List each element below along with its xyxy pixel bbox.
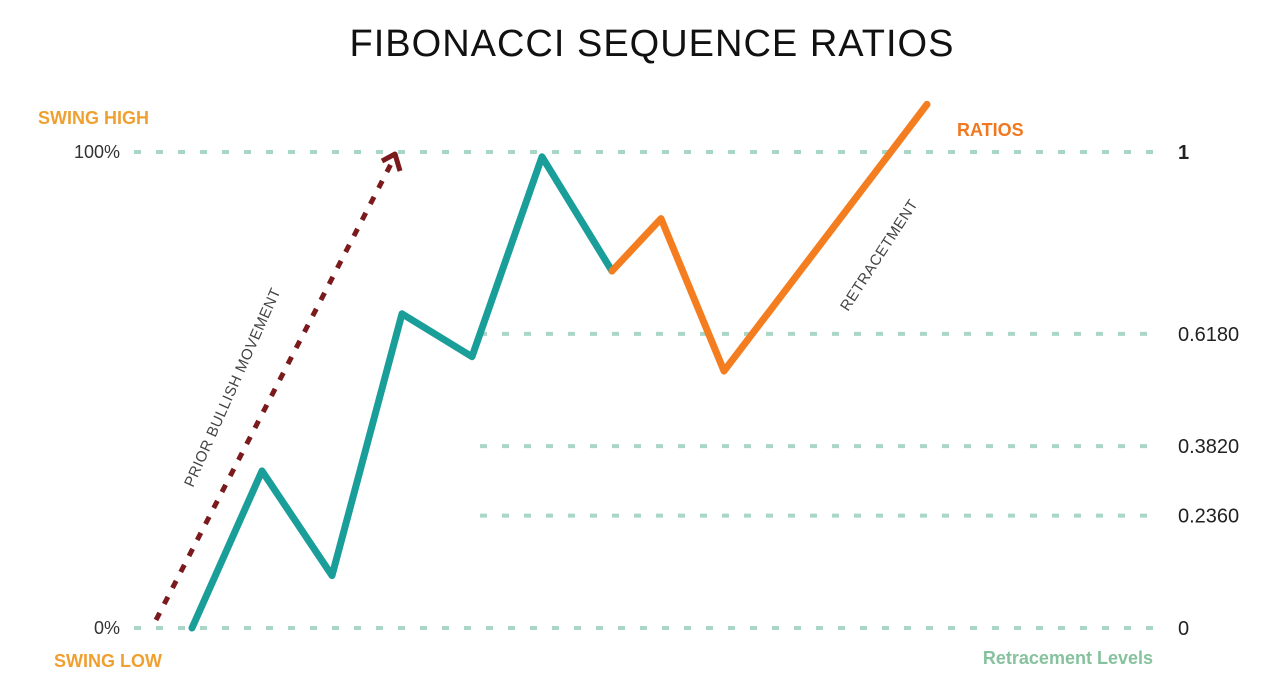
retracement-annotation: RETRACETMENT	[837, 196, 922, 314]
chart-title: FIBONACCI SEQUENCE RATIOS	[350, 23, 955, 65]
price-series	[188, 100, 931, 632]
series-retracement-line	[608, 100, 931, 375]
y-label-0: 0%	[94, 618, 120, 638]
arrow-head	[380, 151, 403, 172]
level-label-2: 0.3820	[1178, 436, 1239, 458]
y-label-100: 100%	[74, 142, 120, 162]
retracement-levels-axis-label: Retracement Levels	[983, 648, 1153, 668]
swing-low-label: SWING LOW	[54, 651, 162, 671]
ratios-label: RATIOS	[957, 120, 1024, 140]
level-label-3: 0.2360	[1178, 506, 1239, 528]
prior-movement-annotation: PRIOR BULLISH MOVEMENT	[181, 285, 284, 489]
arrow-shaft	[153, 160, 395, 622]
series-uptrend-line	[188, 153, 616, 632]
retracement-levels: 1 0.6180 0.3820 0.2360 0	[134, 142, 1239, 640]
level-label-4: 0	[1178, 618, 1189, 640]
prior-movement-arrow	[153, 151, 403, 622]
level-label-1: 0.6180	[1178, 324, 1239, 346]
level-label-0: 1	[1178, 142, 1189, 164]
swing-high-label: SWING HIGH	[38, 108, 149, 128]
